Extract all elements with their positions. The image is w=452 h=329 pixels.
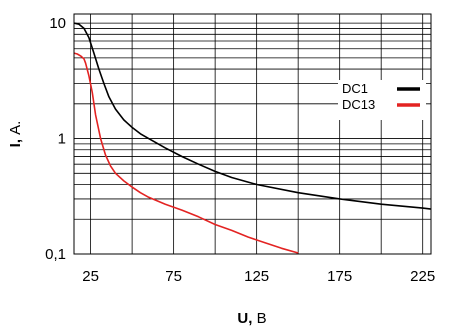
x-tick-label: 75 <box>165 268 182 285</box>
y-tick-label: 1 <box>58 131 66 148</box>
legend-box <box>338 80 426 120</box>
series-line-dc13 <box>73 52 299 254</box>
legend-label-dc13: DC13 <box>342 97 375 112</box>
x-tick-label: 175 <box>327 268 352 285</box>
y-axis-title-unit: А. <box>7 121 24 139</box>
y-axis-title-bold: I, <box>7 139 24 147</box>
x-tick-label: 125 <box>244 268 269 285</box>
x-tick-label: 225 <box>410 268 435 285</box>
x-tick-label: 25 <box>82 268 99 285</box>
y-axis-title: I, А. <box>7 121 24 148</box>
tick-labels: 25 75 125 175 225 0,1 1 10 <box>45 15 435 285</box>
x-axis-title: U, В <box>237 310 266 327</box>
y-tick-label: 0,1 <box>45 246 66 263</box>
x-axis-title-unit: В <box>252 310 266 327</box>
legend-label-dc1: DC1 <box>342 81 368 96</box>
y-tick-label: 10 <box>49 15 66 32</box>
x-axis-title-bold: U, <box>237 310 252 327</box>
grid <box>74 14 431 254</box>
plot-frame <box>73 13 432 255</box>
series-line-dc1 <box>73 22 432 210</box>
series-layer <box>73 22 432 254</box>
